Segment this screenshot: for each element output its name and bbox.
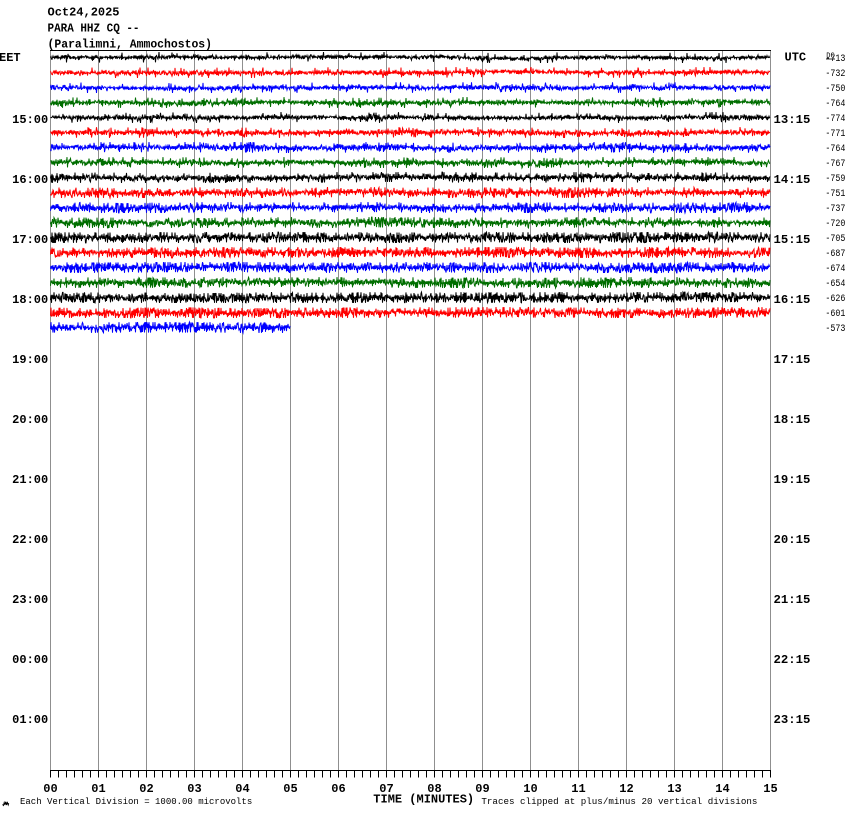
svg-text:-601: -601 [825,309,845,320]
svg-text:10: 10 [523,782,537,796]
svg-text:19:00: 19:00 [12,353,48,367]
svg-text:15:00: 15:00 [12,113,48,127]
svg-text:11: 11 [571,782,585,796]
svg-text:-687: -687 [825,249,845,260]
svg-text:01:00: 01:00 [12,713,48,727]
svg-text:17:00: 17:00 [12,233,48,247]
svg-text:-674: -674 [825,264,845,275]
svg-text:05: 05 [283,782,297,796]
svg-text:16:15: 16:15 [774,293,811,307]
svg-text:20:15: 20:15 [774,533,811,547]
svg-text:07: 07 [379,782,393,796]
svg-text:-774: -774 [825,114,845,125]
svg-text:09: 09 [475,782,489,796]
svg-text:PARA HHZ CQ --: PARA HHZ CQ -- [48,22,140,36]
svg-text:14: 14 [715,782,729,796]
svg-text:UTC: UTC [785,51,807,65]
svg-text:-713: -713 [825,54,845,65]
svg-text:21:00: 21:00 [12,473,48,487]
svg-text:23:15: 23:15 [774,713,811,727]
svg-text:06: 06 [331,782,345,796]
svg-text:Each Vertical Division = 1000.: Each Vertical Division = 1000.00 microvo… [20,797,252,807]
svg-text:-771: -771 [825,129,845,140]
svg-text:Oct24,2025: Oct24,2025 [48,6,120,20]
svg-text:20:00: 20:00 [12,413,48,427]
svg-text:17:15: 17:15 [774,353,811,367]
svg-text:-705: -705 [825,234,845,245]
svg-text:TIME (MINUTES): TIME (MINUTES) [373,793,474,807]
svg-text:03: 03 [187,782,201,796]
svg-text:-759: -759 [825,174,845,185]
svg-text:13:15: 13:15 [774,113,811,127]
svg-text:00: 00 [43,782,57,796]
svg-text:08: 08 [427,782,441,796]
svg-text:13: 13 [667,782,681,796]
svg-text:18:15: 18:15 [774,413,811,427]
svg-text:-654: -654 [825,279,845,290]
svg-text:-764: -764 [825,99,845,110]
svg-text:22:15: 22:15 [774,653,811,667]
svg-text:01: 01 [91,782,105,796]
svg-text:16:00: 16:00 [12,173,48,187]
svg-text:-767: -767 [825,159,845,170]
svg-text:23:00: 23:00 [12,593,48,607]
svg-text:14:15: 14:15 [774,173,811,187]
svg-text:-751: -751 [825,189,845,200]
svg-text:EET: EET [0,51,21,65]
svg-text:-720: -720 [825,219,845,230]
svg-text:-626: -626 [825,294,845,305]
svg-text:-764: -764 [825,144,845,155]
svg-text:00:00: 00:00 [12,653,48,667]
svg-text:19:15: 19:15 [774,473,811,487]
svg-text:02: 02 [139,782,153,796]
svg-text:22:00: 22:00 [12,533,48,547]
svg-text:(Paralimni, Ammochostos): (Paralimni, Ammochostos) [48,38,213,52]
svg-text:-573: -573 [825,324,845,335]
svg-text:DC: DC [826,53,835,61]
svg-text:12: 12 [619,782,633,796]
svg-text:-737: -737 [825,204,845,215]
svg-text:Traces clipped at plus/minus 2: Traces clipped at plus/minus 20 vertical… [481,797,757,807]
svg-text:-750: -750 [825,84,845,95]
svg-text:15:15: 15:15 [774,233,811,247]
svg-text:18:00: 18:00 [12,293,48,307]
svg-text:15: 15 [763,782,777,796]
svg-text:04: 04 [235,782,249,796]
svg-text:-732: -732 [825,69,845,80]
svg-text:21:15: 21:15 [774,593,811,607]
